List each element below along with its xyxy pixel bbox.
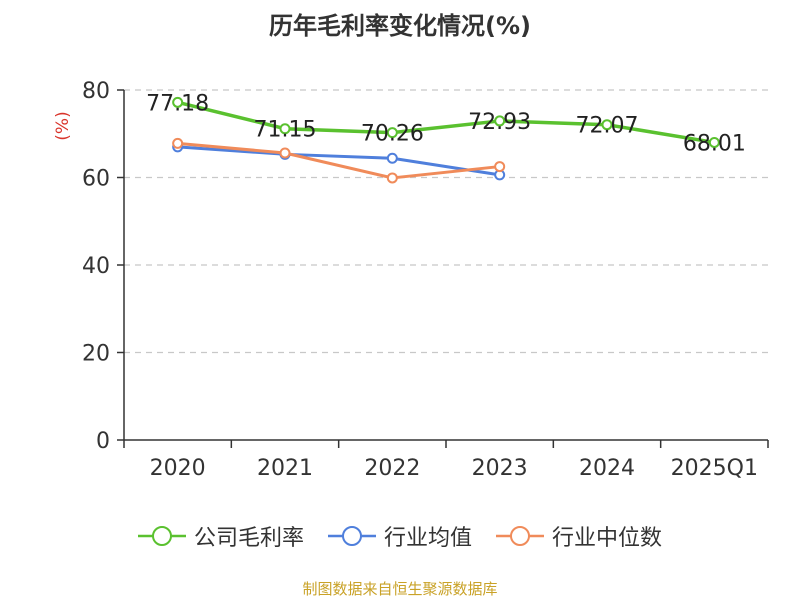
- data-label-2022: 70.26: [361, 122, 424, 147]
- x-tick-label-2020: 2020: [150, 456, 206, 481]
- y-tick-label-20: 20: [82, 342, 110, 367]
- data-label-2023: 72.93: [468, 110, 531, 135]
- x-tick-label-2025Q1: 2025Q1: [671, 456, 758, 481]
- y-axis-label: (%): [53, 111, 73, 140]
- chart-title: 历年毛利率变化情况(%): [269, 12, 531, 40]
- series-2-point-2021: [279, 147, 291, 159]
- series-2-point-2020: [172, 137, 184, 149]
- y-tick-label-0: 0: [96, 429, 110, 454]
- legend-mean-swatch-icon: [327, 526, 376, 546]
- series-2-point-2023: [494, 161, 506, 173]
- series-0-point-2020: [172, 96, 184, 108]
- series-0-point-2025Q1: [708, 136, 720, 148]
- legend-mean-label: 行业均值: [383, 526, 472, 551]
- x-tick-label-2023: 2023: [472, 456, 528, 481]
- legend-company-label: 公司毛利率: [193, 526, 304, 551]
- x-tick-label-2021: 2021: [257, 456, 313, 481]
- legend-item-industry-mean[interactable]: 行业均值: [327, 520, 472, 552]
- y-tick-label-40: 40: [82, 254, 110, 279]
- series-0-point-2021: [279, 123, 291, 135]
- series-2-point-2022: [386, 172, 398, 184]
- series-line-2: [177, 141, 500, 180]
- series-line-1: [177, 145, 500, 177]
- x-tick-label-2022: 2022: [364, 456, 420, 481]
- data-label-2021: 71.15: [254, 118, 317, 143]
- legend-company-swatch-icon: [137, 526, 186, 546]
- series-0-point-2024: [601, 119, 613, 131]
- series-1-point-2022: [386, 152, 398, 164]
- data-label-2020: 77.18: [146, 91, 209, 116]
- legend-item-industry-median[interactable]: 行业中位数: [496, 520, 662, 552]
- legend: 公司毛利率 行业均值 行业中位数: [0, 520, 800, 552]
- legend-median-label: 行业中位数: [552, 526, 663, 551]
- series-0-point-2022: [386, 127, 398, 139]
- series-0-point-2023: [494, 115, 506, 127]
- series-line-0: [177, 100, 715, 145]
- y-tick-label-60: 60: [82, 167, 110, 192]
- legend-median-swatch-icon: [496, 526, 544, 546]
- source-note: 制图数据来自恒生聚源数据库: [302, 580, 498, 598]
- y-tick-label-80: 80: [82, 79, 110, 104]
- data-label-2024: 72.07: [576, 114, 639, 139]
- data-label-2025Q1: 68.01: [683, 131, 746, 156]
- x-tick-label-2024: 2024: [579, 456, 635, 481]
- legend-item-company[interactable]: 公司毛利率: [137, 520, 304, 552]
